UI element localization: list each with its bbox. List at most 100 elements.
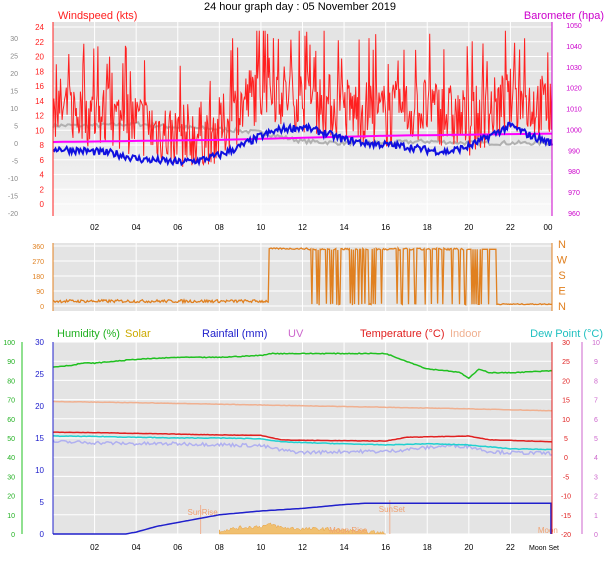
moonrise-label: Moon Rise	[329, 526, 368, 535]
thermo-x-tick-label: Moon Set	[529, 545, 559, 552]
humidity-line	[52, 352, 553, 380]
temp-tick-label: 10	[562, 417, 570, 424]
windspeed-label: Windspeed (kts)	[58, 10, 137, 22]
panel3-legend: Humidity (%) Solar Rainfall (mm) UV Temp…	[57, 328, 603, 340]
thermo-ticks: 1009080706050403020100302520151050302520…	[3, 338, 600, 552]
temp-tick-label: -5	[563, 474, 569, 481]
uv-tick-label: 0	[594, 532, 598, 539]
baro-tick-label: 1000	[566, 127, 582, 134]
uv-tick-label: 3	[594, 474, 598, 481]
temp-tick-label: 0	[14, 141, 18, 148]
humidity-tick-label: 90	[7, 359, 15, 366]
baro-tick-label: 980	[568, 169, 580, 176]
wind-blue-line	[52, 121, 553, 167]
thermo-x-tick-label: 14	[340, 543, 349, 552]
barometer-label: Barometer (hpa)	[524, 10, 604, 22]
rain-tick-label: 5	[40, 498, 45, 507]
temp-tick-label: 5	[14, 124, 18, 131]
baro-tick-label: 1020	[566, 86, 582, 93]
thermo-x-tick-label: 20	[464, 543, 473, 552]
wind-x-tick-label: 20	[464, 223, 473, 232]
wind-tick-label: 4	[40, 171, 45, 180]
legend-dewpoint: Dew Point (°C)	[530, 328, 603, 340]
wind-direction-line	[52, 245, 553, 306]
wind-tick-label: 18	[35, 67, 44, 76]
rain-tick-label: 20	[35, 402, 44, 411]
direction-tick-label: 360	[32, 244, 44, 251]
uv-tick-label: 9	[594, 359, 598, 366]
wind-series	[52, 30, 553, 167]
humidity-tick-label: 40	[7, 455, 15, 462]
wind-tick-label: 22	[35, 38, 44, 47]
direction-tick-label: 0	[40, 304, 44, 311]
legend-temperature: Temperature (°C)	[360, 328, 444, 340]
temp-tick-label: 15	[10, 89, 18, 96]
wind-tick-label: 14	[35, 97, 44, 106]
chart-title: 24 hour graph day : 05 November 2019	[204, 1, 396, 13]
humidity-tick-label: 0	[11, 532, 15, 539]
baro-tick-label: 990	[568, 148, 580, 155]
temp-tick-label: -20	[8, 211, 18, 218]
rain-tick-label: 15	[35, 434, 44, 443]
thermo-x-tick-label: 02	[90, 543, 99, 552]
temp-tick-label: -5	[12, 159, 18, 166]
rain-tick-label: 10	[35, 466, 44, 475]
legend-solar: Solar	[125, 328, 151, 340]
thermo-x-tick-label: 22	[506, 543, 515, 552]
thermo-x-tick-label: 04	[132, 543, 141, 552]
wind-x-tick-label: 02	[90, 223, 99, 232]
temp-tick-label: -10	[8, 176, 18, 183]
direction-tick-label: 90	[36, 289, 44, 296]
humidity-tick-label: 100	[3, 340, 15, 347]
uv-tick-label: 5	[594, 436, 598, 443]
wind-tick-label: 0	[40, 200, 45, 209]
wind-tick-label: 16	[35, 82, 44, 91]
thermo-x-tick-label: 08	[215, 543, 224, 552]
uv-tick-label: 8	[594, 378, 598, 385]
wind-tick-label: 2	[40, 185, 45, 194]
uv-tick-label: 7	[594, 398, 598, 405]
compass-tick-label: N	[558, 239, 566, 251]
humidity-tick-label: 70	[7, 398, 15, 405]
uv-tick-label: 4	[594, 455, 598, 462]
wind-x-tick-label: 00	[544, 223, 553, 232]
direction-grid	[52, 243, 553, 311]
temp-tick-label: 20	[10, 71, 18, 78]
humidity-tick-label: 80	[7, 378, 15, 385]
legend-indoor: Indoor	[450, 328, 482, 340]
rainfall-line	[53, 502, 552, 535]
humidity-tick-label: 10	[7, 513, 15, 520]
temp-tick-label: -20	[561, 532, 571, 539]
legend-rainfall: Rainfall (mm)	[202, 328, 267, 340]
legend-uv: UV	[288, 328, 304, 340]
temp-tick-label: -15	[8, 194, 18, 201]
wind-tick-label: 20	[35, 53, 44, 62]
thermo-x-tick-label: 10	[256, 543, 265, 552]
humidity-tick-label: 60	[7, 417, 15, 424]
baro-tick-label: 970	[568, 190, 580, 197]
wind-x-tick-label: 04	[132, 223, 141, 232]
wind-tick-label: 6	[40, 156, 45, 165]
humidity-tick-label: 50	[7, 436, 15, 443]
thermo-x-tick-label: 16	[381, 543, 390, 552]
wind-x-tick-label: 16	[381, 223, 390, 232]
compass-tick-label: W	[557, 255, 568, 267]
compass-tick-label: N	[558, 301, 566, 313]
solar-area	[219, 522, 386, 535]
temp-tick-label: 10	[10, 106, 18, 113]
direction-tick-label: 180	[32, 274, 44, 281]
temp-tick-label: 5	[564, 436, 568, 443]
humidity-tick-label: 20	[7, 494, 15, 501]
humidity-tick-label: 30	[7, 474, 15, 481]
baro-tick-label: 1050	[566, 23, 582, 30]
wind-tick-label: 10	[35, 126, 44, 135]
temperature-line	[52, 431, 553, 443]
thermo-series: SunRise SunSet Moon Rise Moon	[52, 352, 558, 535]
barometer-line	[52, 132, 553, 143]
baro-tick-label: 960	[568, 211, 580, 218]
uv-tick-label: 2	[594, 494, 598, 501]
direction-series	[52, 245, 553, 306]
temp-tick-label: 25	[562, 359, 570, 366]
